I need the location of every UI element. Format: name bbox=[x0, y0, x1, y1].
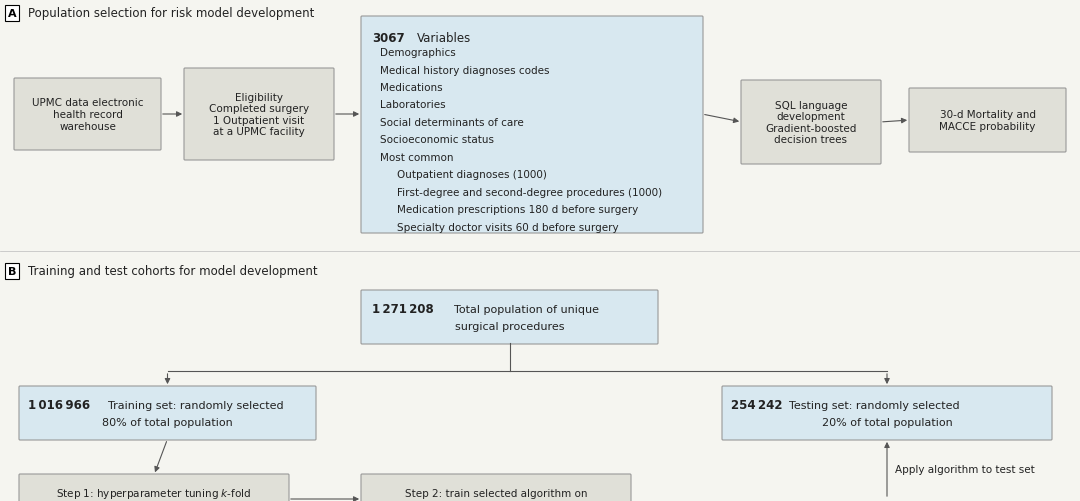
Text: First-degree and second-degree procedures (1000): First-degree and second-degree procedure… bbox=[397, 188, 662, 197]
Text: 3067: 3067 bbox=[372, 32, 405, 45]
FancyBboxPatch shape bbox=[361, 474, 631, 501]
Text: UPMC data electronic
health record
warehouse: UPMC data electronic health record wareh… bbox=[31, 98, 144, 131]
FancyBboxPatch shape bbox=[741, 81, 881, 165]
Text: Social determinants of care: Social determinants of care bbox=[380, 118, 524, 128]
Text: 1 016 966: 1 016 966 bbox=[28, 399, 90, 412]
Text: 20% of total population: 20% of total population bbox=[822, 417, 953, 427]
FancyBboxPatch shape bbox=[361, 291, 658, 344]
Text: Training set: randomly selected: Training set: randomly selected bbox=[108, 400, 284, 410]
Text: Testing set: randomly selected: Testing set: randomly selected bbox=[789, 400, 960, 410]
Text: Step 2: train selected algorithm on
full training set: Step 2: train selected algorithm on full… bbox=[405, 488, 588, 501]
Text: Specialty doctor visits 60 d before surgery: Specialty doctor visits 60 d before surg… bbox=[397, 222, 619, 232]
Text: B: B bbox=[8, 267, 16, 277]
Text: 1 271 208: 1 271 208 bbox=[372, 303, 434, 316]
Text: surgical procedures: surgical procedures bbox=[455, 321, 564, 331]
FancyBboxPatch shape bbox=[19, 386, 316, 440]
Text: Variables: Variables bbox=[417, 32, 471, 45]
FancyBboxPatch shape bbox=[184, 69, 334, 161]
Text: Demographics: Demographics bbox=[380, 48, 456, 58]
Text: Medications: Medications bbox=[380, 83, 443, 93]
Text: Eligibility
Completed surgery
1 Outpatient visit
at a UPMC facility: Eligibility Completed surgery 1 Outpatie… bbox=[208, 92, 309, 137]
Text: Most common: Most common bbox=[380, 153, 454, 163]
Text: A: A bbox=[8, 9, 16, 19]
Text: 80% of total population: 80% of total population bbox=[103, 417, 233, 427]
FancyBboxPatch shape bbox=[19, 474, 289, 501]
Text: Outpatient diagnoses (1000): Outpatient diagnoses (1000) bbox=[397, 170, 546, 180]
Text: Socioeconomic status: Socioeconomic status bbox=[380, 135, 494, 145]
Text: Laboratories: Laboratories bbox=[380, 100, 446, 110]
Text: Step 1: hyperparameter tuning $k$-fold
cross-validation (5 folds): Step 1: hyperparameter tuning $k$-fold c… bbox=[56, 486, 252, 501]
Text: Medication prescriptions 180 d before surgery: Medication prescriptions 180 d before su… bbox=[397, 205, 638, 215]
Text: 30-d Mortality and
MACCE probability: 30-d Mortality and MACCE probability bbox=[940, 110, 1036, 132]
FancyBboxPatch shape bbox=[14, 79, 161, 151]
Text: Population selection for risk model development: Population selection for risk model deve… bbox=[28, 8, 314, 21]
FancyBboxPatch shape bbox=[909, 89, 1066, 153]
Text: 254 242: 254 242 bbox=[731, 399, 783, 412]
Text: Medical history diagnoses codes: Medical history diagnoses codes bbox=[380, 65, 550, 75]
Text: Training and test cohorts for model development: Training and test cohorts for model deve… bbox=[28, 265, 318, 278]
FancyBboxPatch shape bbox=[361, 17, 703, 233]
Text: Total population of unique: Total population of unique bbox=[454, 305, 599, 314]
FancyBboxPatch shape bbox=[723, 386, 1052, 440]
Text: SQL language
development
Gradient-boosted
decision trees: SQL language development Gradient-booste… bbox=[766, 100, 856, 145]
Text: Apply algorithm to test set: Apply algorithm to test set bbox=[895, 464, 1035, 474]
